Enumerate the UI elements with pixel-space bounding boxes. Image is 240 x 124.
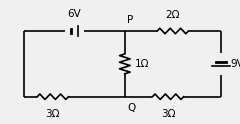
Text: 3Ω: 3Ω xyxy=(46,109,60,119)
Text: 9V: 9V xyxy=(230,59,240,69)
Text: Q: Q xyxy=(127,103,135,113)
Text: P: P xyxy=(127,15,133,25)
Text: 1Ω: 1Ω xyxy=(134,59,149,69)
Text: 2Ω: 2Ω xyxy=(166,10,180,20)
Text: 6V: 6V xyxy=(67,9,81,19)
Text: 3Ω: 3Ω xyxy=(161,109,175,119)
